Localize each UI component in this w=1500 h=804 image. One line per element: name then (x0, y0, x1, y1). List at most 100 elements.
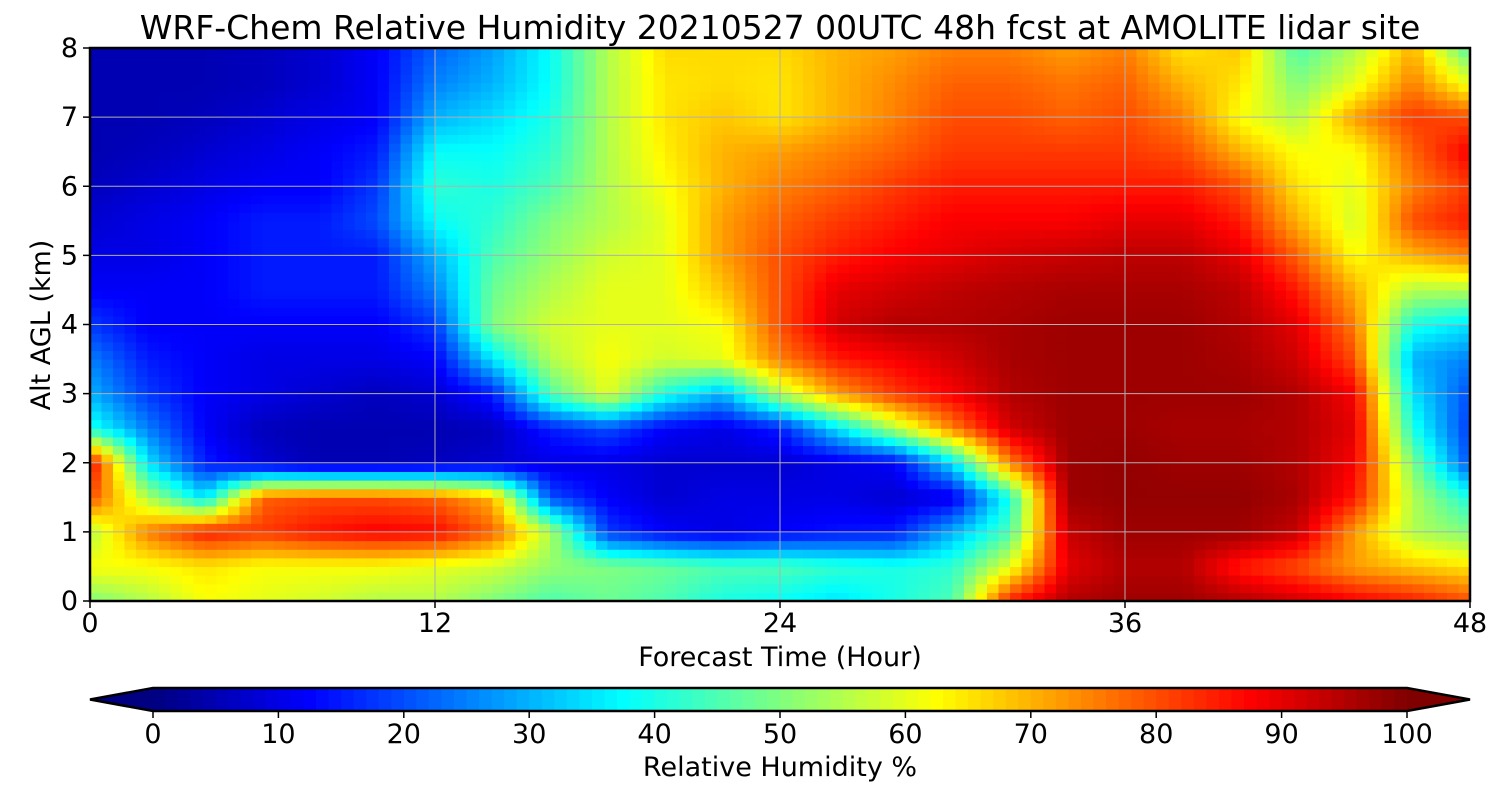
heatmap-cell (688, 523, 701, 533)
heatmap-cell (285, 281, 298, 291)
heatmap-cell (642, 436, 655, 447)
heatmap-cell (389, 436, 402, 447)
heatmap-cell (768, 367, 781, 377)
heatmap-cell (1033, 350, 1046, 360)
heatmap-cell (481, 255, 494, 265)
heatmap-cell (1033, 410, 1046, 421)
heatmap-cell (665, 298, 678, 308)
heatmap-cell (550, 514, 563, 524)
heatmap-cell (320, 410, 333, 421)
heatmap-cell (906, 359, 919, 369)
heatmap-cell (170, 246, 183, 256)
heatmap-cell (1458, 488, 1470, 498)
heatmap-cell (1148, 497, 1161, 507)
heatmap-cell (550, 384, 563, 395)
heatmap-cell (676, 505, 689, 516)
heatmap-cell (412, 514, 425, 524)
heatmap-cell (354, 393, 367, 403)
heatmap-cell (1355, 298, 1368, 308)
heatmap-cell (297, 454, 310, 464)
heatmap-cell (630, 583, 643, 593)
heatmap-cell (941, 549, 954, 559)
heatmap-cell (1102, 264, 1115, 274)
heatmap-cell (584, 436, 597, 447)
heatmap-cell (1447, 307, 1460, 317)
heatmap-cell (1435, 307, 1448, 317)
heatmap-cell (596, 281, 609, 291)
heatmap-cell (492, 428, 505, 438)
heatmap-cell (803, 523, 816, 533)
heatmap-cell (676, 384, 689, 395)
heatmap-cell (1274, 531, 1287, 542)
heatmap-cell (883, 428, 896, 438)
heatmap-cell (975, 523, 988, 533)
heatmap-cell (504, 384, 517, 395)
heatmap-cell (1067, 505, 1080, 516)
heatmap-cell (596, 454, 609, 464)
heatmap-cell (734, 436, 747, 447)
heatmap-cell (113, 402, 126, 412)
heatmap-cell (1033, 341, 1046, 352)
heatmap-cell (136, 376, 149, 386)
heatmap-cell (1205, 272, 1218, 282)
heatmap-cell (331, 402, 344, 412)
heatmap-cell (1079, 281, 1092, 291)
heatmap-cell (366, 307, 379, 317)
heatmap-cell (308, 557, 321, 568)
heatmap-cell (1274, 557, 1287, 568)
heatmap-cell (1079, 445, 1092, 455)
heatmap-cell (412, 350, 425, 360)
heatmap-cell (1297, 402, 1310, 412)
heatmap-cell (1401, 402, 1414, 412)
heatmap-cell (1217, 307, 1230, 317)
heatmap-cell (400, 246, 413, 256)
heatmap-cell (182, 592, 195, 601)
heatmap-cell (630, 289, 643, 300)
heatmap-cell (1182, 341, 1195, 352)
heatmap-cell (343, 272, 356, 282)
heatmap-cell (895, 350, 908, 360)
heatmap-cell (929, 583, 942, 593)
heatmap-cell (607, 393, 620, 403)
heatmap-cell (297, 341, 310, 352)
heatmap-cell (527, 324, 540, 334)
heatmap-cell (826, 238, 839, 248)
heatmap-cell (216, 298, 229, 308)
heatmap-cell (722, 384, 735, 395)
heatmap-cell (1435, 488, 1448, 498)
heatmap-cell (814, 324, 827, 334)
heatmap-cell (745, 575, 758, 585)
heatmap-cell (883, 315, 896, 326)
heatmap-cell (642, 376, 655, 386)
heatmap-cell (458, 298, 471, 308)
heatmap-cell (124, 488, 137, 498)
heatmap-cell (320, 376, 333, 386)
heatmap-cell (251, 445, 264, 455)
heatmap-cell (607, 289, 620, 300)
heatmap-cell (492, 384, 505, 395)
heatmap-cell (964, 315, 977, 326)
heatmap-cell (1021, 341, 1034, 352)
heatmap-cell (1171, 246, 1184, 256)
heatmap-cell (573, 445, 586, 455)
heatmap-cell (653, 238, 666, 248)
heatmap-cell (492, 402, 505, 412)
heatmap-cell (791, 514, 804, 524)
heatmap-cell (113, 471, 126, 481)
heatmap-cell (849, 264, 862, 274)
heatmap-cell (1171, 341, 1184, 352)
heatmap-cell (228, 454, 241, 464)
heatmap-cell (205, 376, 218, 386)
heatmap-cell (1067, 540, 1080, 550)
heatmap-cell (170, 540, 183, 550)
heatmap-cell (412, 341, 425, 352)
heatmap-cell (504, 333, 517, 343)
heatmap-cell (446, 471, 459, 481)
heatmap-cell (274, 281, 287, 291)
heatmap-cell (929, 488, 942, 498)
heatmap-cell (711, 557, 724, 568)
heatmap-cell (1079, 246, 1092, 256)
heatmap-cell (1217, 419, 1230, 429)
heatmap-cell (1355, 471, 1368, 481)
heatmap-cell (1102, 359, 1115, 369)
